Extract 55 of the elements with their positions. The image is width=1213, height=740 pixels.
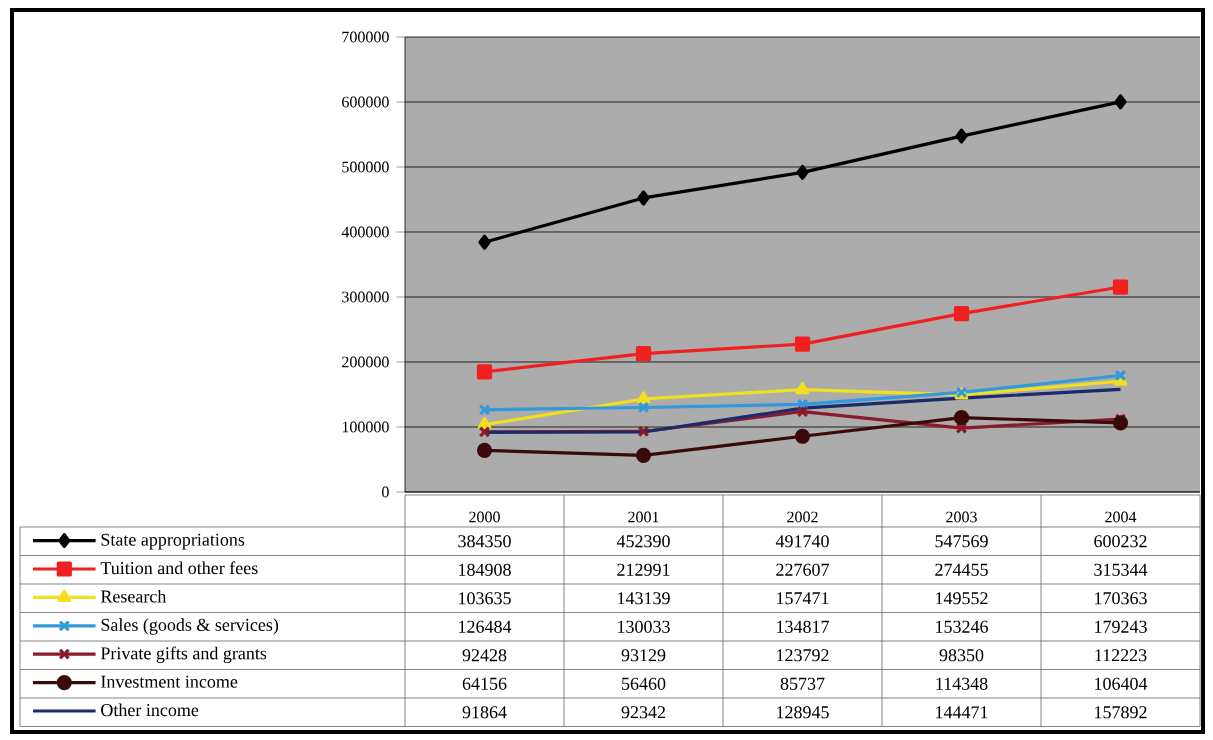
y-tick-label: 700000 — [342, 31, 389, 43]
data-label: 315344 — [1094, 563, 1148, 576]
x-tick-label: 2002 — [787, 511, 818, 523]
data-label: 153246 — [936, 620, 988, 633]
legend-label: Tuition and other fees — [100, 561, 258, 575]
x-tick-label: 2003 — [946, 511, 977, 523]
data-label: 144471 — [936, 706, 988, 719]
data-label: 85737 — [780, 677, 825, 690]
data-label: 157471 — [777, 592, 829, 605]
data-label: 92342 — [621, 706, 666, 719]
y-tick-label: 200000 — [342, 356, 389, 368]
data-label: 93129 — [621, 649, 666, 662]
x-tick-label: 2001 — [628, 511, 659, 523]
y-tick-label: 500000 — [342, 161, 389, 173]
data-label: 384350 — [458, 535, 511, 548]
legend-label: Research — [100, 589, 167, 603]
data-label: 106404 — [1095, 677, 1148, 690]
legend-label: Investment income — [101, 675, 238, 688]
data-label: 143139 — [618, 592, 670, 605]
data-label: 112223 — [1095, 649, 1147, 662]
data-label: 64156 — [462, 677, 507, 690]
data-label: 170363 — [1095, 592, 1147, 605]
data-label: 123792 — [777, 649, 829, 662]
data-label: 56460 — [622, 677, 666, 690]
legend-label: Other income — [101, 703, 199, 717]
data-label: 134817 — [777, 620, 829, 633]
data-label: 212991 — [617, 563, 670, 576]
legend-label: Private gifts and grants — [100, 646, 267, 664]
data-label: 274455 — [935, 563, 988, 576]
data-label: 452390 — [616, 535, 670, 548]
data-label: 547569 — [935, 535, 988, 548]
data-label: 179243 — [1095, 620, 1147, 633]
y-tick-label: 600000 — [342, 96, 389, 108]
data-label: 149552 — [936, 592, 988, 605]
legend-label: Sales (goods & services) — [101, 618, 279, 635]
y-tick-label: 300000 — [342, 291, 389, 303]
data-label: 128945 — [777, 706, 829, 719]
y-tick-label: 100000 — [342, 421, 389, 433]
data-label: 157892 — [1095, 706, 1147, 719]
y-tick-label: 400000 — [341, 226, 389, 238]
data-label: 184908 — [459, 563, 511, 576]
x-tick-label: 2000 — [469, 511, 500, 523]
data-label: 227607 — [776, 563, 829, 576]
data-label: 103635 — [459, 592, 511, 605]
y-tick-label: 0 — [382, 486, 389, 498]
data-label: 491740 — [775, 535, 829, 548]
data-label: 92428 — [462, 649, 507, 662]
data-label: 126484 — [459, 620, 512, 633]
data-label: 600232 — [1094, 535, 1147, 548]
data-label: 114348 — [936, 677, 988, 690]
legend-label: State appropriations — [101, 533, 245, 550]
data-label: 98350 — [939, 649, 984, 662]
data-label: 91864 — [462, 706, 507, 719]
data-label: 130033 — [618, 620, 670, 633]
x-tick-label: 2004 — [1105, 511, 1137, 523]
